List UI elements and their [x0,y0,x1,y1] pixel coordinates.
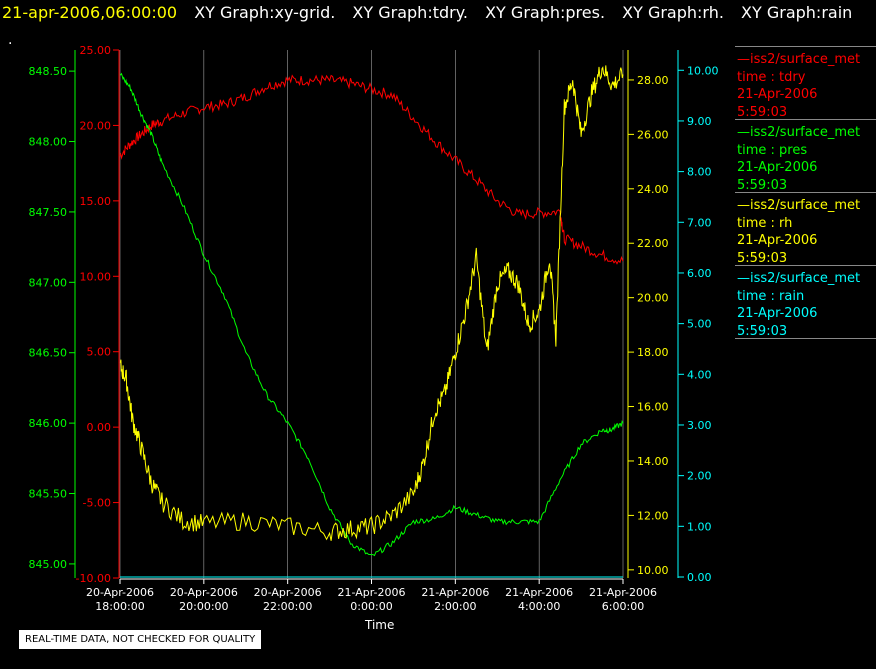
pres-tick-label: 848.00 [29,136,68,149]
x-tick-date-label: 21-Apr-2006 [589,586,657,599]
tdry-tick-label: 20.00 [80,119,112,132]
rh-tick-label: 22.00 [637,237,669,250]
pres-series-line [119,72,624,557]
status-dot: . [8,32,13,48]
x-tick-date-label: 21-Apr-2006 [505,586,573,599]
legend-field: time : tdry [737,69,806,85]
legend-station: —iss2/surface_met [737,125,861,140]
tdry-tick-label: 0.00 [87,421,112,434]
rain-tick-label: 1.00 [687,520,712,533]
pres-tick-label: 847.00 [29,276,68,289]
graph-title-grid: XY Graph:xy-grid. [194,3,336,22]
rain-tick-label: 9.00 [687,115,712,128]
legend: —iss2/surface_met time : tdry 21-Apr-2006 5… [735,46,876,339]
legend-time: 5:59:03 [737,323,788,339]
legend-divider [735,338,876,339]
tdry-tick-label: 25.00 [80,44,112,57]
x-tick-date-label: 20-Apr-2006 [254,586,322,599]
rain-tick-label: 2.00 [687,470,712,483]
rh-tick-label: 20.00 [637,292,669,305]
pres-tick-label: 846.50 [29,347,68,360]
x-tick-time-label: 2:00:00 [434,600,476,613]
rain-tick-label: 7.00 [687,216,712,229]
pres-tick-label: 848.50 [29,65,68,78]
legend-station: —iss2/surface_met [737,52,861,67]
legend-station: —iss2/surface_met [737,271,861,286]
legend-time: 5:59:03 [737,177,788,193]
x-tick-date-label: 21-Apr-2006 [337,586,405,599]
timestamp: 21-apr-2006,06:00:00 [2,3,178,22]
legend-time: 5:59:03 [737,104,788,120]
rh-tick-label: 18.00 [637,346,669,359]
rain-tick-label: 3.00 [687,419,712,432]
pres-tick-label: 845.50 [29,488,68,501]
x-tick-date-label: 20-Apr-2006 [86,586,154,599]
x-tick-date-label: 20-Apr-2006 [170,586,238,599]
legend-time: 5:59:03 [737,250,788,266]
pres-tick-label: 845.00 [29,558,68,571]
x-tick-time-label: 4:00:00 [518,600,560,613]
tdry-tick-label: 10.00 [80,270,112,283]
x-tick-time-label: 6:00:00 [602,600,644,613]
rain-tick-label: 0.00 [687,571,712,584]
legend-date: 21-Apr-2006 [737,306,818,321]
x-tick-time-label: 0:00:00 [350,600,392,613]
graph-title-rh: XY Graph:rh. [622,3,724,22]
pres-tick-label: 847.50 [29,206,68,219]
x-tick-time-label: 20:00:00 [179,600,228,613]
quality-disclaimer: REAL-TIME DATA, NOT CHECKED FOR QUALITY [19,630,262,649]
tdry-tick-label: 15.00 [80,195,112,208]
legend-station: —iss2/surface_met [737,198,861,213]
legend-date: 21-Apr-2006 [737,160,818,175]
rh-tick-label: 24.00 [637,183,669,196]
legend-field: time : rh [737,215,793,231]
rh-series-line [119,65,624,541]
graph-title-rain: XY Graph:rain [741,3,853,22]
legend-field: time : rain [737,288,805,304]
rh-tick-label: 12.00 [637,509,669,522]
rain-tick-label: 6.00 [687,267,712,280]
x-tick-time-label: 18:00:00 [95,600,144,613]
graph-title-pres: XY Graph:pres. [485,3,606,22]
tdry-series-line [119,74,624,265]
x-tick-time-label: 22:00:00 [263,600,312,613]
rh-tick-label: 28.00 [637,74,669,87]
x-tick-date-label: 21-Apr-2006 [421,586,489,599]
rh-tick-label: 16.00 [637,401,669,414]
tdry-tick-label: -10.00 [76,572,111,585]
legend-date: 21-Apr-2006 [737,87,818,102]
rain-tick-label: 10.00 [687,64,719,77]
rh-tick-label: 26.00 [637,128,669,141]
tdry-tick-label: 5.00 [87,346,112,359]
title-bar: 21-apr-2006,06:00:00 XY Graph:xy-grid. X… [0,0,876,28]
rain-tick-label: 4.00 [687,368,712,381]
pres-tick-label: 846.00 [29,417,68,430]
graph-title-tdry: XY Graph:tdry. [352,3,468,22]
x-axis-title: Time [365,618,395,632]
rh-tick-label: 14.00 [637,455,669,468]
rain-tick-label: 8.00 [687,166,712,179]
legend-date: 21-Apr-2006 [737,233,818,248]
rh-tick-label: 10.00 [637,564,669,577]
legend-field: time : pres [737,142,808,158]
tdry-tick-label: -5.00 [83,497,111,510]
rain-tick-label: 5.00 [687,318,712,331]
